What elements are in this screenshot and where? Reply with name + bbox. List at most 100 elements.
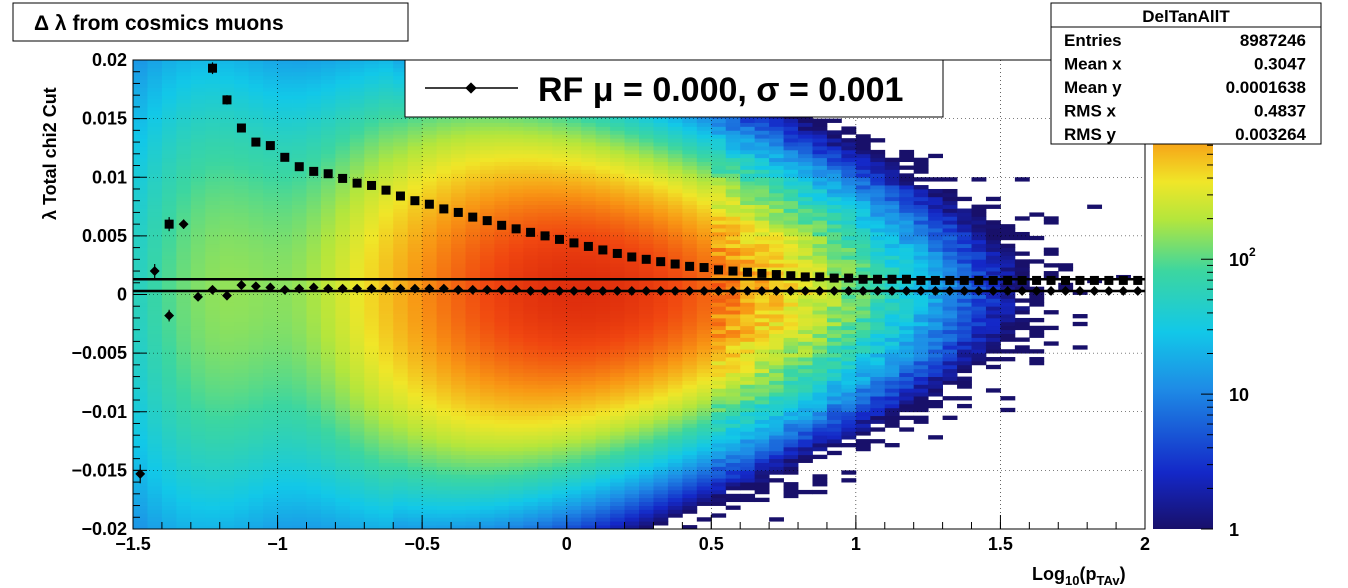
heatmap-cell (407, 478, 423, 483)
heatmap-cell (422, 169, 437, 174)
heatmap-cell (696, 165, 712, 170)
heatmap-cell (537, 149, 553, 155)
heatmap-cell (465, 243, 481, 248)
heatmap-cell (667, 333, 683, 338)
heatmap-cell (436, 216, 452, 221)
heatmap-cell (494, 118, 510, 123)
heatmap-cell (494, 403, 510, 409)
heatmap-cell (479, 278, 495, 284)
heatmap-cell (711, 235, 727, 241)
heatmap-cell (451, 462, 466, 467)
heatmap-cell (595, 462, 611, 467)
heatmap-cell (161, 470, 177, 475)
heatmap-cell (624, 525, 640, 529)
heatmap-cell (523, 196, 539, 202)
heatmap-cell (349, 204, 365, 209)
heatmap-cell (451, 165, 466, 170)
heatmap-cell (263, 169, 278, 174)
heatmap-cell (465, 224, 481, 229)
heatmap-cell (566, 521, 582, 526)
heatmap-cell (523, 122, 539, 127)
heatmap-cell (335, 87, 351, 92)
heatmap-cell (364, 357, 380, 362)
heatmap-cell (190, 204, 206, 209)
heatmap-cell (190, 224, 206, 229)
heatmap-cell (537, 274, 553, 280)
heatmap-cell (552, 247, 568, 252)
heatmap-cell (176, 67, 192, 73)
heatmap-cell (205, 505, 221, 510)
heatmap-cell (234, 145, 250, 151)
heatmap-cell (263, 259, 278, 264)
heatmap-cell (523, 423, 539, 428)
heatmap-cell (653, 388, 669, 393)
heatmap-cell (205, 110, 221, 116)
heatmap-cell (537, 400, 553, 405)
heatmap-cell (219, 169, 235, 174)
heatmap-cell (176, 259, 192, 264)
heatmap-cell (147, 231, 163, 237)
heatmap-cell (277, 235, 293, 241)
heatmap-cell (133, 106, 148, 112)
heatmap-cell (364, 478, 380, 483)
heatmap-cell (407, 185, 423, 190)
heatmap-cell (595, 177, 611, 182)
heatmap-cell (451, 466, 466, 471)
heatmap-cell (422, 149, 437, 155)
heatmap-cell (610, 521, 625, 526)
heatmap-cell (147, 521, 163, 526)
heatmap-cell (263, 368, 278, 374)
heatmap-cell (682, 489, 698, 495)
heatmap-cell (667, 122, 683, 127)
heatmap-cell (581, 403, 597, 409)
heatmap-cell (248, 474, 264, 479)
heatmap-cell (219, 239, 235, 245)
heatmap-cell (682, 192, 698, 198)
heatmap-cell (176, 458, 192, 463)
heatmap-cell (479, 458, 495, 463)
heatmap-cell (436, 220, 452, 225)
heatmap-cell (292, 278, 307, 284)
heatmap-cell (263, 235, 278, 241)
heatmap-cell (494, 462, 510, 467)
heatmap-cell (393, 392, 409, 397)
heatmap-cell (248, 349, 264, 354)
heatmap-cell (234, 212, 250, 217)
heatmap-cell (436, 212, 452, 217)
heatmap-cell (378, 165, 394, 170)
heatmap-cell (407, 435, 423, 440)
heatmap-cell (465, 302, 481, 307)
heatmap-cell (422, 458, 437, 463)
heatmap-cell (205, 263, 221, 268)
heatmap-cell (161, 306, 177, 311)
heatmap-cell (161, 157, 177, 163)
heatmap-cell (277, 337, 293, 342)
heatmap-cell (465, 517, 481, 522)
heatmap-cell (624, 130, 640, 135)
heatmap-cell (508, 302, 524, 307)
heatmap-cell (263, 509, 278, 514)
heatmap-cell (407, 466, 423, 471)
heatmap-cell (610, 243, 625, 248)
heatmap-cell (696, 411, 712, 417)
heatmap-cell (349, 525, 365, 529)
heatmap-cell (364, 321, 380, 327)
heatmap-cell (292, 255, 307, 260)
heatmap-cell (436, 325, 452, 331)
heatmap-cell (393, 134, 409, 139)
heatmap-cell (364, 149, 380, 155)
heatmap-cell (234, 188, 250, 194)
heatmap-cell (277, 372, 293, 377)
heatmap-cell (176, 525, 192, 529)
heatmap-cell (711, 239, 727, 245)
heatmap-cell (277, 486, 293, 491)
heatmap-cell (465, 521, 481, 526)
heatmap-cell (696, 208, 712, 213)
heatmap-cell (639, 396, 654, 401)
heatmap-cell (725, 196, 741, 202)
heatmap-cell (306, 185, 322, 190)
heatmap-cell (494, 145, 510, 151)
heatmap-cell (537, 208, 553, 213)
heatmap-cell (292, 192, 307, 198)
heatmap-cell (682, 439, 698, 444)
